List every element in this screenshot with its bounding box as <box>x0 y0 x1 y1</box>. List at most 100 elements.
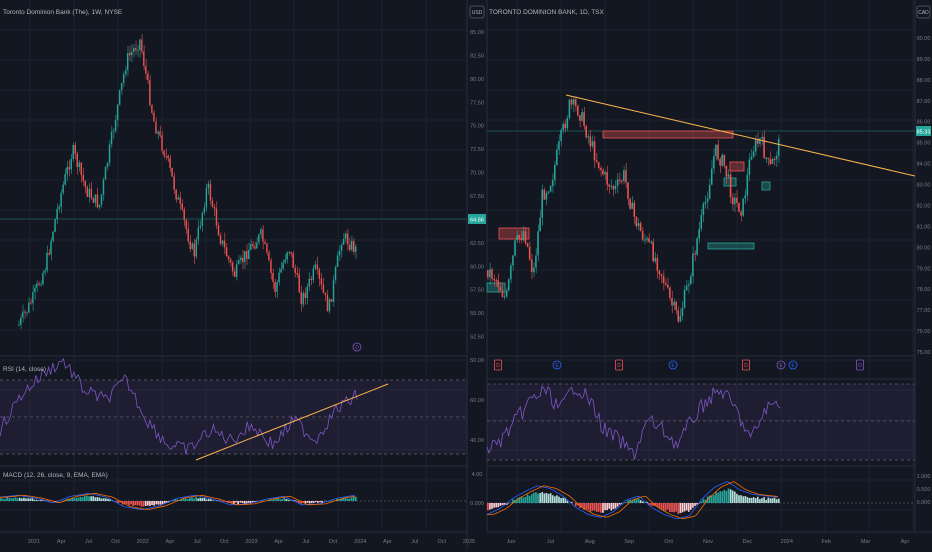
time-axis-label: Feb <box>821 539 830 545</box>
left-candle <box>258 234 259 242</box>
left-candle <box>268 253 269 261</box>
left-candle <box>274 282 275 292</box>
macd-histogram-bar <box>189 498 191 501</box>
price-axis-label: 87.00 <box>917 99 931 105</box>
left-candle <box>107 163 108 167</box>
usd-price-axis[interactable]: 85.0082.5080.0077.5075.0072.5070.0067.50… <box>470 30 484 364</box>
right-candle <box>665 283 667 285</box>
left-candle <box>333 280 334 302</box>
right-candle <box>675 302 677 310</box>
macd-histogram-bar <box>252 501 254 502</box>
macd-histogram-bar <box>694 503 696 506</box>
right-candle <box>696 238 698 254</box>
left-candle <box>18 325 19 326</box>
macd-histogram-bar <box>715 492 717 503</box>
right-candle <box>661 274 663 276</box>
macd-histogram-bar <box>80 497 82 501</box>
macd-histogram-bar <box>97 497 99 501</box>
left-candle <box>262 229 263 241</box>
time-axis-label: Mar <box>861 539 871 545</box>
right-candle <box>583 112 585 126</box>
left-candle <box>256 243 257 249</box>
left-candle <box>294 268 295 273</box>
right-candle <box>619 179 621 180</box>
macd-histogram-bar <box>82 497 84 501</box>
macd-histogram-bar <box>246 501 248 503</box>
macd-histogram-bar <box>332 500 334 501</box>
macd-histogram-bar <box>92 496 94 501</box>
right-candle <box>684 290 686 308</box>
left-dividend-marker-label: D <box>355 345 359 351</box>
right-event-marker-label: D <box>858 363 862 369</box>
right-candle <box>774 159 776 160</box>
macd-histogram-bar <box>500 503 502 506</box>
macd-histogram-bar <box>675 503 677 512</box>
left-candle <box>145 66 146 74</box>
macd-histogram-bar <box>615 503 617 509</box>
left-candle <box>238 260 239 264</box>
macd-histogram-bar <box>550 493 552 503</box>
left-candle <box>26 312 27 313</box>
right-candle <box>749 160 751 175</box>
left-macd-label: MACD (12, 26, close, 9, EMA, EMA) <box>3 472 108 479</box>
macd-histogram-bar <box>535 492 537 503</box>
right-event-marker-label: D <box>744 363 748 369</box>
right-candle <box>698 229 700 239</box>
left-candle <box>228 256 229 259</box>
time-axis-label: Oct <box>220 539 229 545</box>
macd-histogram-bar <box>539 493 541 503</box>
left-candle <box>335 267 336 280</box>
left-candle <box>298 274 299 292</box>
price-axis-label: 85.00 <box>470 30 484 36</box>
macd-histogram-bar <box>567 501 569 503</box>
right-candle <box>579 115 581 120</box>
macd-histogram-bar <box>751 498 753 503</box>
right-candle <box>546 193 548 200</box>
macd-histogram-bar <box>313 501 315 503</box>
macd-histogram-bar <box>158 501 160 505</box>
macd-histogram-bar <box>88 496 90 501</box>
left-candle <box>337 255 338 267</box>
macd-histogram-bar <box>139 501 141 505</box>
macd-histogram-bar <box>740 495 742 503</box>
right-candle <box>604 172 606 174</box>
macd-histogram-bar <box>32 498 34 501</box>
price-axis-label: 90.00 <box>917 36 931 42</box>
left-candle <box>117 105 118 120</box>
left-candle <box>210 184 211 201</box>
right-candle <box>738 203 740 212</box>
right-candle <box>556 150 558 165</box>
right-candle <box>512 255 514 265</box>
macd-histogram-bar <box>128 501 130 505</box>
left-candle <box>307 287 308 298</box>
time-axis-label: Sep <box>624 539 634 545</box>
macd-histogram-bar <box>585 503 587 509</box>
macd-histogram-bar <box>755 498 757 503</box>
price-axis-label: 86.00 <box>917 120 931 126</box>
left-candle <box>242 258 243 262</box>
right-candle <box>537 231 539 255</box>
right-candle <box>510 265 512 279</box>
right-candle <box>663 276 665 283</box>
macd-histogram-bar <box>700 501 702 503</box>
left-candle <box>147 74 148 80</box>
left-candle <box>327 295 328 311</box>
macd-histogram-bar <box>145 501 147 506</box>
left-candle <box>173 176 174 189</box>
macd-histogram-bar <box>284 498 286 501</box>
right-candle <box>627 182 629 199</box>
macd-histogram-bar <box>307 501 309 503</box>
right-candle <box>592 141 594 146</box>
left-candle <box>155 122 156 134</box>
macd-histogram-bar <box>602 503 604 513</box>
usd-currency-label: USD <box>472 10 483 16</box>
macd-histogram-bar <box>8 498 10 501</box>
right-candle <box>719 159 721 166</box>
right-candle <box>740 212 742 216</box>
right-candle <box>728 174 730 176</box>
macd-histogram-bar <box>353 497 355 501</box>
macd-histogram-bar <box>636 499 638 503</box>
cad-price-tag-text: 85.33 <box>917 130 931 136</box>
left-candle <box>62 185 63 193</box>
